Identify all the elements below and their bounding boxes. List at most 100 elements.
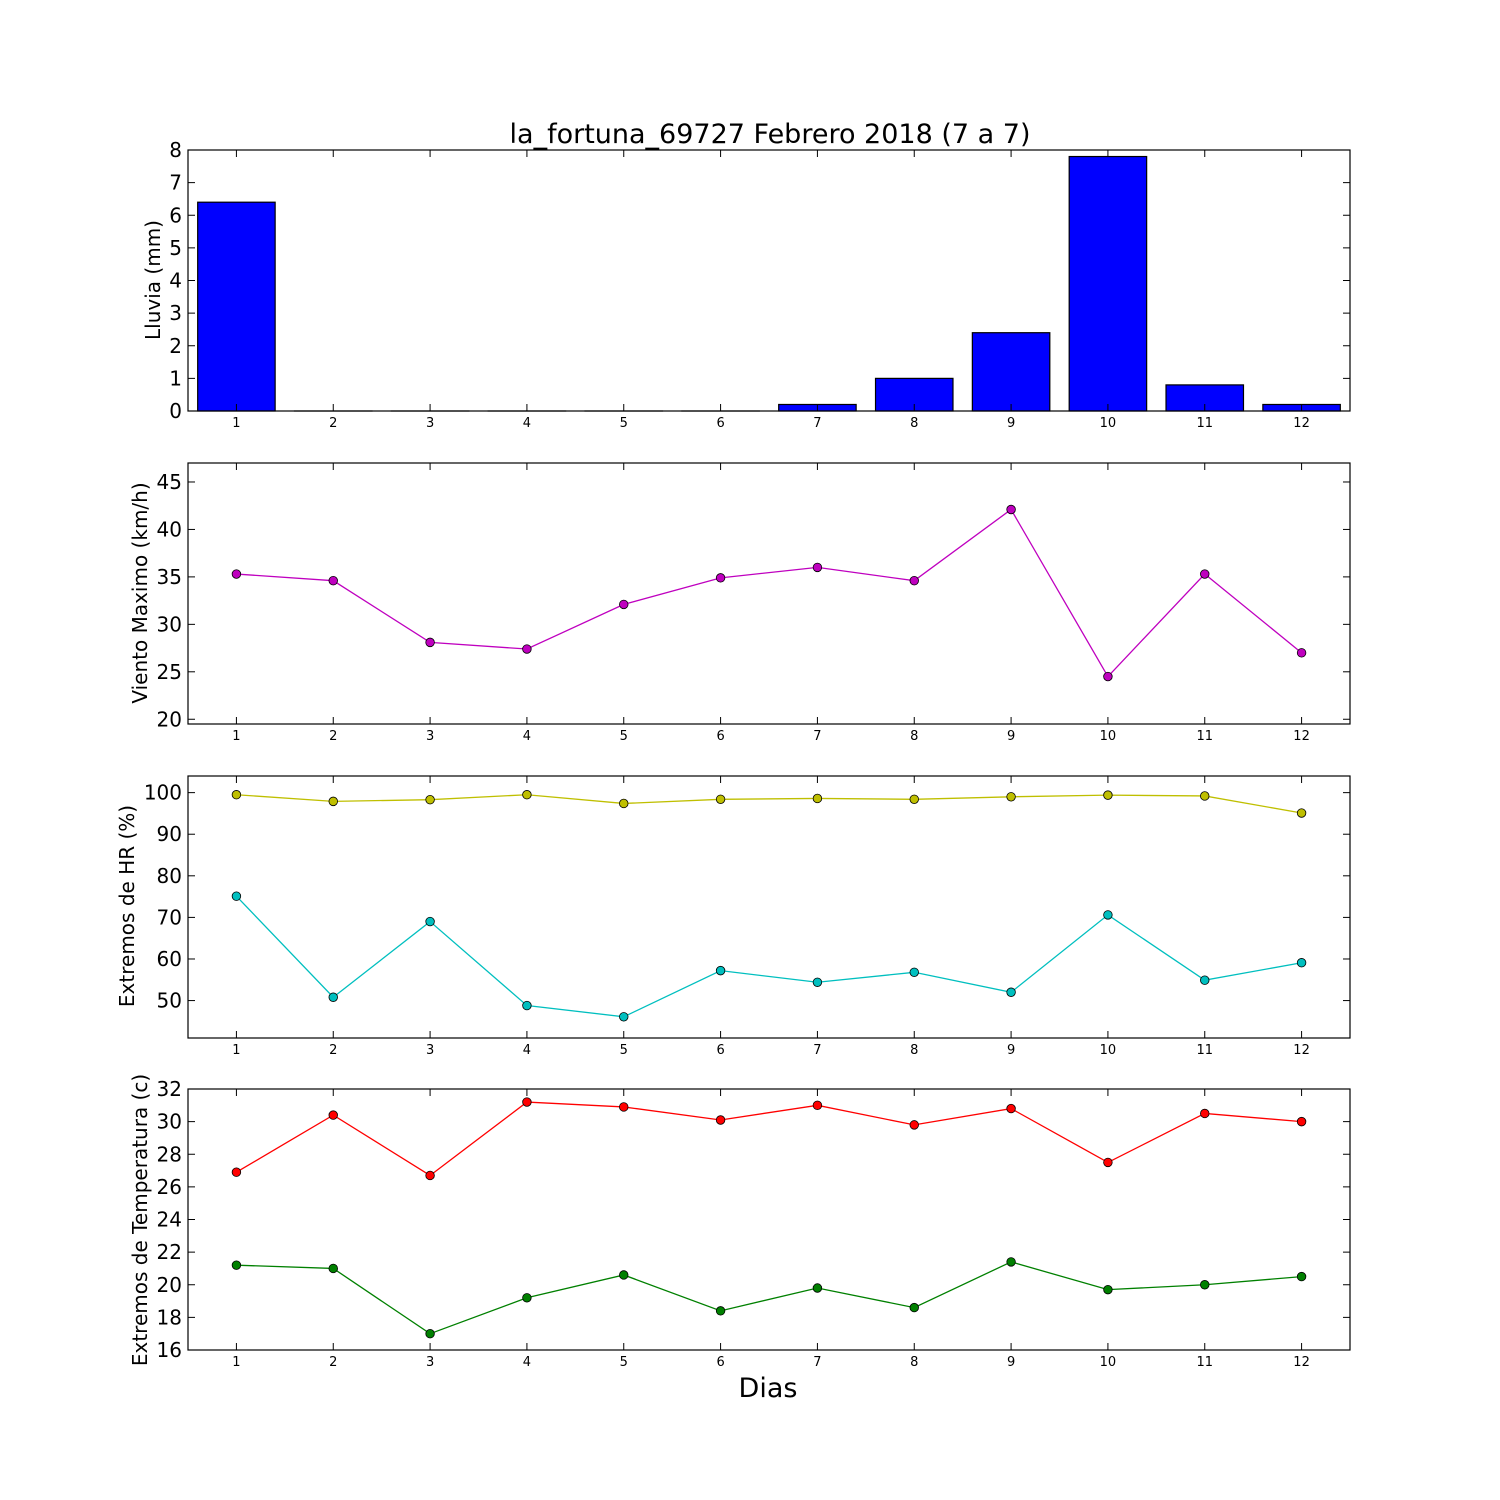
point-0-day-3 bbox=[425, 795, 435, 805]
ytick-label: 26 bbox=[157, 1175, 182, 1199]
ytick-label: 80 bbox=[157, 864, 182, 888]
xtick-label: 1 bbox=[232, 1043, 240, 1058]
point-1-day-3 bbox=[425, 916, 435, 927]
xtick-label: 5 bbox=[620, 1355, 628, 1370]
ylabel-temperatura: Extremos de Temperatura (c) bbox=[128, 1074, 152, 1366]
xtick-label: 12 bbox=[1293, 1355, 1310, 1370]
xtick-label: 12 bbox=[1293, 416, 1310, 431]
point-0-day-2 bbox=[328, 575, 338, 586]
bar-day-9 bbox=[971, 332, 1051, 412]
xtick-label: 6 bbox=[716, 1355, 724, 1370]
xtick-label: 6 bbox=[716, 729, 724, 744]
point-1-day-10 bbox=[1103, 910, 1113, 920]
point-0-day-6 bbox=[715, 1115, 726, 1125]
series-line-0 bbox=[236, 1101, 1302, 1177]
xtick-label: 7 bbox=[813, 1043, 821, 1058]
xtick-label: 4 bbox=[523, 416, 531, 431]
point-1-day-3 bbox=[425, 1328, 435, 1339]
xtick-label: 1 bbox=[232, 729, 240, 744]
ytick-label: 8 bbox=[169, 138, 182, 162]
xtick-label: 9 bbox=[1007, 1355, 1015, 1370]
axes-frame bbox=[187, 149, 1351, 412]
xtick-label: 12 bbox=[1293, 1043, 1310, 1058]
point-0-day-12 bbox=[1296, 648, 1307, 658]
xtick-label: 2 bbox=[329, 729, 337, 744]
point-1-day-8 bbox=[909, 967, 919, 977]
ytick-label: 45 bbox=[157, 470, 182, 494]
ytick-label: 30 bbox=[157, 612, 182, 636]
xtick-label: 7 bbox=[813, 1355, 821, 1370]
xtick-label: 9 bbox=[1007, 1043, 1015, 1058]
point-0-day-6 bbox=[715, 573, 726, 583]
xtick-label: 2 bbox=[329, 416, 337, 431]
point-0-day-10 bbox=[1103, 790, 1113, 800]
point-0-day-5 bbox=[619, 599, 629, 610]
xtick-label: 7 bbox=[813, 729, 821, 744]
ytick-label: 50 bbox=[157, 989, 182, 1013]
point-1-day-12 bbox=[1296, 1271, 1307, 1282]
xtick-label: 12 bbox=[1293, 729, 1310, 744]
xtick-label: 2 bbox=[329, 1043, 337, 1058]
axes-frame bbox=[187, 775, 1351, 1039]
ytick-label: 32 bbox=[157, 1077, 182, 1101]
xtick-label: 1 bbox=[232, 416, 240, 431]
xtick-label: 3 bbox=[426, 416, 434, 431]
point-1-day-6 bbox=[715, 1306, 726, 1316]
xtick-label: 2 bbox=[329, 1355, 337, 1370]
ytick-label: 30 bbox=[157, 1110, 182, 1134]
ytick-label: 1 bbox=[169, 366, 182, 390]
xtick-label: 3 bbox=[426, 1355, 434, 1370]
xtick-label: 9 bbox=[1007, 416, 1015, 431]
xtick-label: 11 bbox=[1196, 1355, 1213, 1370]
xtick-label: 5 bbox=[620, 729, 628, 744]
ytick-label: 28 bbox=[157, 1142, 182, 1166]
point-0-day-1 bbox=[231, 569, 242, 579]
point-1-day-11 bbox=[1200, 975, 1210, 985]
point-1-day-7 bbox=[812, 1283, 823, 1293]
xtick-label: 4 bbox=[523, 1043, 531, 1058]
ytick-label: 70 bbox=[157, 905, 182, 929]
xtick-label: 8 bbox=[910, 416, 918, 431]
xtick-label: 8 bbox=[910, 729, 918, 744]
ytick-label: 25 bbox=[157, 660, 182, 684]
point-0-day-9 bbox=[1006, 792, 1016, 802]
point-1-day-5 bbox=[619, 1270, 629, 1280]
point-0-day-8 bbox=[909, 1120, 919, 1130]
point-0-day-5 bbox=[619, 798, 629, 809]
xtick-label: 1 bbox=[232, 1355, 240, 1370]
xtick-label: 11 bbox=[1196, 416, 1213, 431]
ytick-label: 22 bbox=[157, 1240, 182, 1264]
point-0-day-12 bbox=[1296, 1116, 1307, 1127]
point-1-day-1 bbox=[231, 891, 242, 901]
ylabel-viento: Viento Maximo (km/h) bbox=[128, 482, 152, 703]
point-1-day-7 bbox=[812, 977, 823, 987]
point-0-day-6 bbox=[715, 794, 726, 804]
point-0-day-1 bbox=[231, 1167, 242, 1177]
xtick-label: 7 bbox=[813, 416, 821, 431]
point-0-day-11 bbox=[1200, 1108, 1210, 1119]
point-0-day-4 bbox=[522, 644, 532, 654]
point-0-day-9 bbox=[1006, 1103, 1016, 1114]
point-1-day-9 bbox=[1006, 987, 1016, 997]
bar-day-1 bbox=[197, 201, 276, 412]
xtick-label: 11 bbox=[1196, 1043, 1213, 1058]
xtick-label: 5 bbox=[620, 416, 628, 431]
point-1-day-4 bbox=[522, 1293, 532, 1303]
ytick-label: 4 bbox=[169, 269, 182, 293]
point-0-day-7 bbox=[812, 562, 823, 573]
point-0-day-1 bbox=[231, 790, 242, 800]
point-0-day-9 bbox=[1006, 504, 1016, 515]
point-1-day-8 bbox=[909, 1302, 919, 1313]
point-0-day-10 bbox=[1103, 1157, 1113, 1168]
point-1-day-11 bbox=[1200, 1280, 1210, 1290]
point-0-day-8 bbox=[909, 794, 919, 804]
ytick-label: 100 bbox=[144, 781, 182, 805]
point-0-day-11 bbox=[1200, 791, 1210, 801]
ytick-label: 6 bbox=[169, 203, 182, 227]
point-1-day-10 bbox=[1103, 1284, 1113, 1295]
